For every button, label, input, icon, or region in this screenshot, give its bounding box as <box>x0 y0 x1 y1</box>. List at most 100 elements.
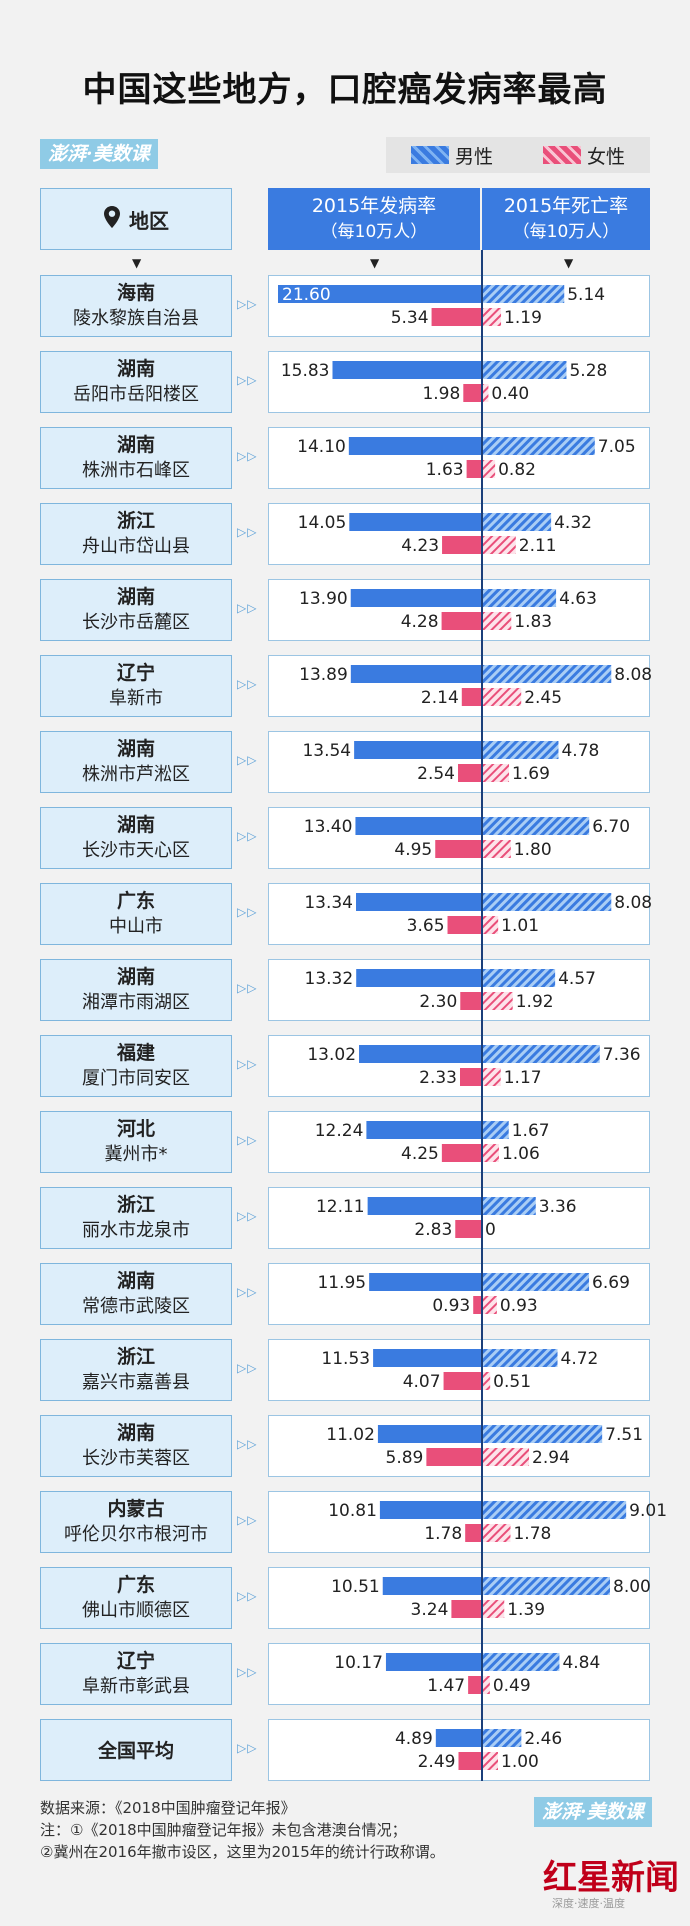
down-arrow-icon: ▼ <box>132 256 142 270</box>
legend-male: 男性 <box>410 142 493 169</box>
mortality-female-bar <box>482 612 512 630</box>
incidence-female-label: 4.28 <box>401 612 439 632</box>
mortality-male-bar <box>482 1729 522 1747</box>
incidence-male-label: 11.95 <box>317 1273 366 1293</box>
mortality-female-bar <box>482 308 502 326</box>
mortality-female-label: 1.78 <box>513 1524 551 1544</box>
mortality-female-bar <box>482 1372 491 1390</box>
incidence-female-label: 1.98 <box>422 384 460 404</box>
double-arrow-icon: ▷▷ <box>237 1437 258 1451</box>
city-label: 厦门市同安区 <box>82 1068 190 1089</box>
region-cell: 内蒙古呼伦贝尔市根河市 <box>40 1491 232 1553</box>
double-arrow-icon: ▷▷ <box>237 1057 258 1071</box>
region-cell: 湖南 常德市武陵区 <box>40 1263 232 1325</box>
mortality-female-label: 1.83 <box>514 612 552 632</box>
incidence-female-bar <box>459 1068 482 1086</box>
province-label: 浙江 <box>116 1194 155 1216</box>
incidence-female-label: 5.34 <box>391 308 429 328</box>
mortality-male-label: 4.72 <box>561 1349 599 1369</box>
incidence-male-label: 11.02 <box>326 1425 375 1445</box>
incidence-female-bar <box>461 688 482 706</box>
incidence-male-label: 10.17 <box>334 1653 383 1673</box>
city-label: 湘潭市雨湖区 <box>82 992 190 1013</box>
city-label: 冀州市* <box>104 1144 168 1165</box>
incidence-female-bar <box>466 460 482 478</box>
mortality-female-bar <box>482 460 496 478</box>
mortality-male-bar <box>482 285 565 303</box>
province-label: 辽宁 <box>116 662 155 684</box>
incidence-male-bar <box>367 1197 482 1215</box>
double-arrow-icon: ▷▷ <box>237 677 258 691</box>
incidence-male-label: 13.32 <box>305 969 354 989</box>
mortality-female-label: 0.93 <box>500 1296 538 1316</box>
mortality-male-bar <box>482 665 612 683</box>
double-arrow-icon: ▷▷ <box>237 1133 258 1147</box>
incidence-female-label: 4.25 <box>401 1144 439 1164</box>
incidence-male-label: 12.11 <box>316 1197 365 1217</box>
mortality-male-bar <box>482 741 559 759</box>
mortality-male-label: 4.84 <box>562 1653 600 1673</box>
region-cell: 广东 中山市 <box>40 883 232 945</box>
incidence-male-label: 13.40 <box>304 817 353 837</box>
incidence-female-label: 2.33 <box>419 1068 457 1088</box>
incidence-female-bar <box>447 916 482 934</box>
incidence-female-label: 1.78 <box>424 1524 462 1544</box>
mortality-male-bar <box>482 893 612 911</box>
data-source: 数据来源：《2018中国肿瘤登记年报》 <box>40 1799 296 1817</box>
city-label: 丽水市龙泉市 <box>82 1220 190 1241</box>
brand-logo: 澎湃·美数课 <box>40 139 158 169</box>
mortality-female-label: 0.40 <box>491 384 529 404</box>
double-arrow-icon: ▷▷ <box>237 373 258 387</box>
incidence-female-bar <box>465 1524 482 1542</box>
footnotes: 数据来源：《2018中国肿瘤登记年报》 注：①《2018中国肿瘤登记年报》未包含… <box>40 1797 445 1863</box>
region-header-label: 地区 <box>129 208 169 233</box>
province-label: 内蒙古 <box>107 1498 165 1520</box>
incidence-female-bar <box>435 840 482 858</box>
province-label: 湖南 <box>116 814 155 836</box>
bar-card <box>268 1719 650 1781</box>
incidence-male-label: 21.60 <box>282 285 331 305</box>
mortality-header: 2015年死亡率 （每10万人） <box>482 188 650 250</box>
region-cell: 湖南 长沙市芙蓉区 <box>40 1415 232 1477</box>
mortality-female-label: 1.80 <box>514 840 552 860</box>
mortality-male-bar <box>482 513 552 531</box>
mortality-male-label: 4.63 <box>559 589 597 609</box>
incidence-female-label: 2.14 <box>421 688 459 708</box>
incidence-female-bar <box>441 612 482 630</box>
incidence-male-label: 10.81 <box>328 1501 377 1521</box>
incidence-male-bar <box>355 817 482 835</box>
double-arrow-icon: ▷▷ <box>237 1589 258 1603</box>
city-label: 长沙市天心区 <box>82 840 190 861</box>
mortality-female-bar <box>482 384 489 402</box>
city-label: 呼伦贝尔市根河市 <box>64 1524 208 1545</box>
incidence-male-label: 13.90 <box>299 589 348 609</box>
incidence-female-bar <box>463 384 482 402</box>
double-arrow-icon: ▷▷ <box>237 753 258 767</box>
double-arrow-icon: ▷▷ <box>237 297 258 311</box>
province-label: 湖南 <box>116 586 155 608</box>
region-cell: 辽宁 阜新市 <box>40 655 232 717</box>
incidence-male-label: 13.89 <box>299 665 348 685</box>
mortality-male-label: 7.05 <box>598 437 636 457</box>
region-cell: 湖南 株洲市芦淞区 <box>40 731 232 793</box>
incidence-male-label: 14.10 <box>297 437 346 457</box>
region-cell: 辽宁 阜新市彰武县 <box>40 1643 232 1705</box>
region-cell: 湖南 湘潭市雨湖区 <box>40 959 232 1021</box>
location-pin-icon <box>103 205 121 234</box>
mortality-male-label: 1.67 <box>512 1121 550 1141</box>
city-label: 岳阳市岳阳楼区 <box>73 384 199 405</box>
province-label: 湖南 <box>116 1270 155 1292</box>
province-label: 湖南 <box>116 966 155 988</box>
incidence-female-label: 2.83 <box>414 1220 452 1240</box>
double-arrow-icon: ▷▷ <box>237 601 258 615</box>
mortality-female-label: 1.01 <box>501 916 539 936</box>
region-cell: 湖南 长沙市天心区 <box>40 807 232 869</box>
incidence-male-bar <box>348 437 482 455</box>
incidence-female-label: 2.49 <box>418 1752 456 1772</box>
double-arrow-icon: ▷▷ <box>237 905 258 919</box>
incidence-female-label: 5.89 <box>386 1448 424 1468</box>
mortality-male-bar <box>482 1653 560 1671</box>
incidence-female-bar <box>458 764 482 782</box>
province-label: 全国平均 <box>97 1740 174 1762</box>
double-arrow-icon: ▷▷ <box>237 1665 258 1679</box>
